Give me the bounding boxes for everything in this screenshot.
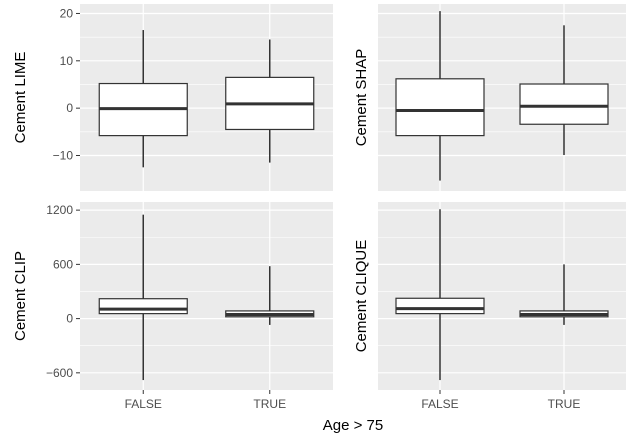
y-axis-title: Cement CLIP <box>12 251 29 341</box>
y-tick-label: 0 <box>66 101 73 115</box>
box-iqr <box>519 83 609 125</box>
y-tick-label: 20 <box>60 6 74 20</box>
y-tick-label: 600 <box>53 257 73 271</box>
panel-background <box>378 202 626 390</box>
box-iqr <box>395 297 485 315</box>
y-axis-title: Cement LIME <box>12 52 29 144</box>
x-axis-title: Age > 75 <box>323 417 383 434</box>
x-tick-label: FALSE <box>125 397 162 411</box>
y-axis-title: Cement CLIQUE <box>353 240 370 353</box>
y-tick-label: 1200 <box>46 203 73 217</box>
y-tick-label: −10 <box>53 148 74 162</box>
box-iqr <box>395 78 485 137</box>
box-iqr <box>98 298 188 315</box>
y-tick-label: −600 <box>46 366 73 380</box>
x-tick-label: TRUE <box>253 397 286 411</box>
y-tick-label: 10 <box>60 54 74 68</box>
x-tick-label: FALSE <box>421 397 458 411</box>
x-tick-label: TRUE <box>548 397 581 411</box>
y-tick-label: 0 <box>66 312 73 326</box>
y-axis-title: Cement SHAP <box>353 49 370 147</box>
panel-background <box>80 202 333 390</box>
